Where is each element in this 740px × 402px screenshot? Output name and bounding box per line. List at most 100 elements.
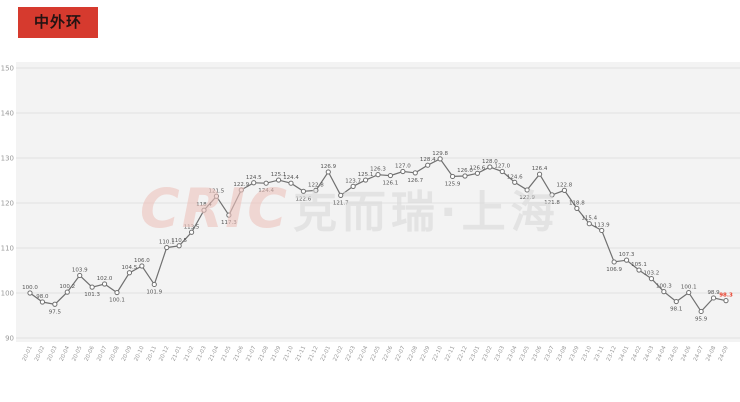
- svg-text:124.4: 124.4: [258, 188, 274, 194]
- svg-text:21-11: 21-11: [295, 345, 307, 362]
- svg-text:23-04: 23-04: [506, 345, 518, 362]
- svg-text:22-02: 22-02: [332, 345, 344, 362]
- svg-text:101.3: 101.3: [84, 292, 100, 298]
- svg-text:125.9: 125.9: [445, 181, 461, 187]
- svg-text:104.5: 104.5: [122, 265, 138, 271]
- svg-text:23-07: 23-07: [544, 345, 556, 362]
- svg-text:21-01: 21-01: [171, 345, 183, 362]
- svg-text:22-04: 22-04: [357, 345, 369, 362]
- svg-text:24-07: 24-07: [693, 345, 705, 362]
- svg-text:24-08: 24-08: [705, 345, 717, 362]
- svg-text:22-01: 22-01: [320, 345, 332, 362]
- svg-text:100.1: 100.1: [109, 298, 125, 304]
- svg-text:21-06: 21-06: [233, 345, 245, 362]
- svg-text:24-04: 24-04: [655, 345, 667, 362]
- svg-text:20-02: 20-02: [34, 345, 46, 362]
- svg-text:125.1: 125.1: [271, 172, 287, 178]
- svg-text:122.8: 122.8: [557, 182, 573, 188]
- svg-text:23-12: 23-12: [606, 345, 618, 362]
- svg-text:150: 150: [1, 65, 14, 73]
- svg-text:103.9: 103.9: [72, 267, 88, 273]
- svg-text:100.3: 100.3: [656, 284, 672, 290]
- svg-text:115.4: 115.4: [581, 216, 597, 222]
- svg-text:140: 140: [1, 110, 14, 118]
- page-title: 中外环: [18, 7, 99, 38]
- svg-text:20-01: 20-01: [22, 345, 34, 362]
- svg-text:23-11: 23-11: [593, 345, 605, 362]
- svg-text:100.0: 100.0: [22, 285, 38, 291]
- svg-text:110.1: 110.1: [159, 240, 175, 246]
- svg-text:24-02: 24-02: [631, 345, 643, 362]
- svg-text:100: 100: [1, 290, 14, 298]
- svg-text:122.9: 122.9: [233, 182, 249, 188]
- svg-text:98.0: 98.0: [36, 294, 49, 300]
- svg-text:20-11: 20-11: [146, 345, 158, 362]
- svg-text:23-10: 23-10: [581, 345, 593, 362]
- svg-text:98.3: 98.3: [719, 293, 733, 299]
- svg-text:22-05: 22-05: [370, 345, 382, 362]
- svg-text:107.3: 107.3: [619, 252, 635, 258]
- svg-text:128.4: 128.4: [420, 157, 436, 163]
- svg-text:20-04: 20-04: [59, 345, 71, 362]
- svg-text:98.9: 98.9: [707, 290, 720, 296]
- svg-text:20-08: 20-08: [109, 345, 121, 362]
- svg-text:126.0: 126.0: [457, 168, 473, 174]
- svg-text:118.4: 118.4: [196, 202, 212, 208]
- svg-text:21-08: 21-08: [258, 345, 270, 362]
- svg-text:20-06: 20-06: [84, 345, 96, 362]
- svg-text:22-09: 22-09: [419, 345, 431, 362]
- svg-text:24-01: 24-01: [618, 345, 630, 362]
- svg-text:129.8: 129.8: [432, 151, 448, 157]
- svg-text:21-09: 21-09: [270, 345, 282, 362]
- svg-text:22-12: 22-12: [457, 345, 469, 362]
- svg-text:102.0: 102.0: [97, 276, 113, 282]
- svg-text:121.8: 121.8: [544, 200, 560, 206]
- svg-text:110.5: 110.5: [171, 238, 187, 244]
- svg-text:23-01: 23-01: [469, 345, 481, 362]
- svg-text:90: 90: [5, 335, 14, 343]
- svg-text:22-10: 22-10: [432, 345, 444, 362]
- svg-text:23-02: 23-02: [481, 345, 493, 362]
- svg-text:106.9: 106.9: [606, 267, 622, 273]
- svg-text:20-05: 20-05: [71, 345, 83, 362]
- svg-text:21-10: 21-10: [283, 345, 295, 362]
- svg-text:23-09: 23-09: [568, 345, 580, 362]
- svg-text:22-07: 22-07: [394, 345, 406, 362]
- svg-text:21-03: 21-03: [196, 345, 208, 362]
- svg-text:21-05: 21-05: [220, 345, 232, 362]
- svg-text:20-07: 20-07: [96, 345, 108, 362]
- svg-text:118.8: 118.8: [569, 200, 585, 206]
- svg-text:105.1: 105.1: [631, 262, 647, 268]
- svg-text:23-05: 23-05: [519, 345, 531, 362]
- svg-text:20-10: 20-10: [133, 345, 145, 362]
- svg-text:22-06: 22-06: [382, 345, 394, 362]
- svg-text:113.9: 113.9: [594, 222, 610, 228]
- svg-text:122.6: 122.6: [296, 196, 312, 202]
- svg-text:20-09: 20-09: [121, 345, 133, 362]
- svg-text:95.9: 95.9: [695, 316, 708, 322]
- svg-text:106.0: 106.0: [134, 258, 150, 264]
- svg-text:130: 130: [1, 155, 14, 163]
- svg-text:21-12: 21-12: [307, 345, 319, 362]
- svg-text:126.1: 126.1: [383, 181, 399, 187]
- svg-text:128.0: 128.0: [482, 159, 498, 165]
- svg-text:123.7: 123.7: [345, 178, 361, 184]
- svg-text:20-12: 20-12: [158, 345, 170, 362]
- svg-text:110: 110: [1, 245, 14, 253]
- svg-text:126.3: 126.3: [370, 167, 386, 173]
- svg-text:125.1: 125.1: [358, 172, 374, 178]
- svg-text:126.4: 126.4: [532, 166, 548, 172]
- svg-text:98.1: 98.1: [670, 307, 682, 313]
- svg-text:117.3: 117.3: [221, 220, 237, 226]
- svg-text:124.6: 124.6: [507, 174, 523, 180]
- svg-text:122.8: 122.8: [308, 182, 324, 188]
- svg-text:23-06: 23-06: [531, 345, 543, 362]
- svg-text:23-03: 23-03: [494, 345, 506, 362]
- svg-text:21-07: 21-07: [245, 345, 257, 362]
- svg-text:100.1: 100.1: [681, 285, 697, 291]
- svg-text:22-11: 22-11: [444, 345, 456, 362]
- svg-text:120: 120: [1, 200, 14, 208]
- svg-text:103.2: 103.2: [644, 271, 660, 277]
